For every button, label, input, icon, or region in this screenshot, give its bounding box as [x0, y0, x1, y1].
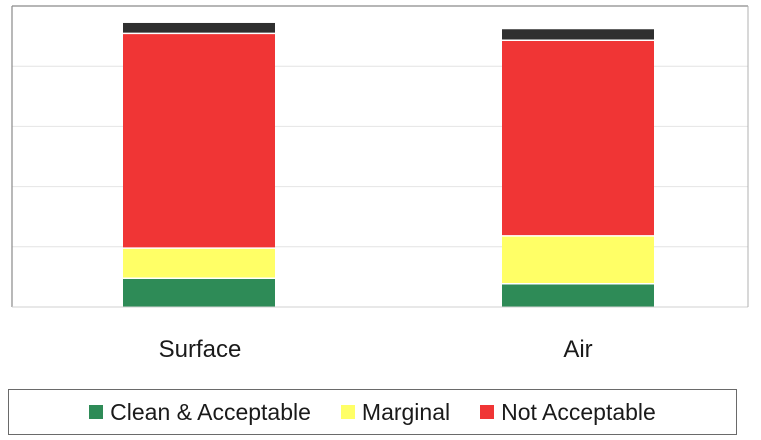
legend-label-clean: Clean & Acceptable: [110, 398, 311, 425]
bar-segment-air-3: [502, 29, 654, 41]
legend: Clean & Acceptable Marginal Not Acceptab…: [8, 389, 737, 435]
legend-swatch-marginal-icon: [340, 405, 355, 419]
bar-segment-surface-1: [123, 248, 275, 279]
legend-item-clean: Clean & Acceptable: [89, 399, 311, 426]
category-label-surface: Surface: [158, 336, 242, 363]
bar-segment-air-0: [502, 283, 654, 307]
legend-swatch-not-acceptable-icon: [480, 405, 495, 419]
legend-label-not-acceptable: Not Acceptable: [501, 398, 656, 425]
bar-segment-surface-0: [123, 278, 275, 307]
legend-item-not-acceptable: Not Acceptable: [480, 399, 656, 426]
bar-segment-air-2: [502, 40, 654, 236]
legend-item-marginal: Marginal: [340, 398, 451, 426]
bar-segment-surface-2: [123, 33, 275, 249]
bar-segment-air-1: [502, 235, 654, 284]
legend-swatch-clean-icon: [89, 405, 104, 419]
bar-segment-surface-3: [123, 22, 275, 34]
category-label-air: Air: [563, 336, 593, 363]
legend-label-marginal: Marginal: [361, 398, 451, 425]
